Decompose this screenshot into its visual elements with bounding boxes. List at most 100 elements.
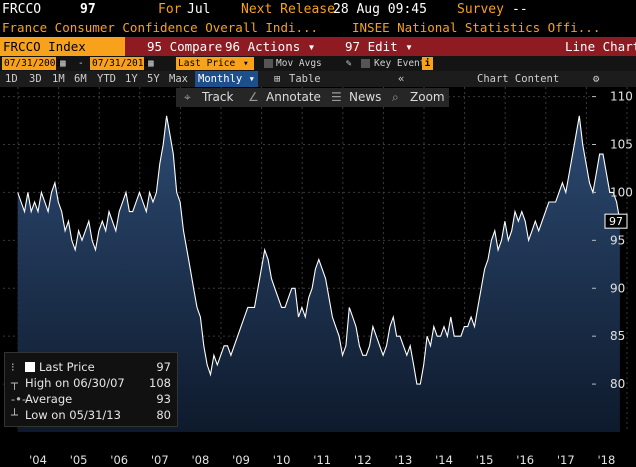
crosshair-icon[interactable]: ⌖ [184,90,191,104]
x-tick-label: '18 [598,453,616,467]
last-price-marker: 97 [604,213,628,229]
x-tick-label: '10 [273,453,291,467]
calendar-icon[interactable]: ▦ [148,58,154,69]
chart-type-button[interactable]: Line Chart [565,39,636,54]
mov-avgs-label: Mov Avgs [276,58,322,69]
edit-label: 97 Edit [345,39,398,54]
average-value: 93 [156,392,171,406]
low-value: 80 [156,408,171,422]
last-price-label: Last Price [39,360,95,374]
actions-button[interactable]: 96 Actions ▾ [225,37,315,56]
legend-expand-icon[interactable]: ⁝ [11,360,15,374]
field-select[interactable]: Last Price [176,57,254,70]
frequency-select[interactable]: Monthly ▾ [195,71,258,87]
last-price-label: 97 [609,215,623,228]
low-label: Low on 05/31/13 [25,408,121,422]
y-tick-label: 80 [610,377,625,391]
x-tick-label: '05 [70,453,88,467]
period-1m[interactable]: 1M [52,73,65,85]
annotate-icon[interactable]: ∠ [248,90,259,104]
news-button[interactable]: News [349,90,382,104]
for-month: Jul [187,2,211,17]
x-tick-label: '17 [557,453,575,467]
last-price-value: 97 [156,360,171,374]
x-axis: '04 '05 '06 '07 '08 '09 '10 '11 '12 '13 '14 '15 '16 '… [29,453,615,467]
date-separator: - [78,58,84,69]
x-tick-label: '16 [516,453,534,467]
x-tick-label: '06 [110,453,128,467]
x-tick-label: '14 [435,453,453,467]
frequency-label: Monthly [198,73,243,85]
chevron-down-icon: ▾ [248,73,255,85]
high-label: High on 06/30/07 [25,376,125,390]
x-tick-label: '12 [354,453,372,467]
security-description: France Consumer Confidence Overall Indi.… [0,19,636,37]
collapse-icon[interactable]: « [398,73,405,85]
average-label: Average [25,392,73,406]
security-field[interactable]: FRCCO Index [0,37,125,56]
x-tick-label: '09 [232,453,250,467]
x-tick-label: '11 [313,453,331,467]
price-line [17,115,621,385]
last-price-box [604,213,628,229]
end-date-input[interactable]: 07/31/2018 [90,57,150,70]
table-icon[interactable]: ⊞ [274,73,281,85]
compare-button[interactable]: 95 Compare [147,39,223,54]
survey-label: Survey [457,2,504,17]
annotate-button[interactable]: Annotate [266,90,321,104]
table-button[interactable]: Table [289,73,321,85]
legend-last-price: ⁝ Last Price 97 [11,359,175,375]
key-events-label: Key Events [374,58,432,69]
edit-dropdown-icon: ▾ [405,39,413,54]
next-release-value: 28 Aug 09:45 [333,2,427,17]
period-5y[interactable]: 5Y [147,73,160,85]
high-value: 108 [149,376,171,390]
command-bar: FRCCO Index 95 Compare 96 Actions ▾ 97 E… [0,37,636,56]
actions-dropdown-icon: ▾ [307,39,316,54]
calendar-icon[interactable]: ▦ [60,58,66,69]
white-square-icon [25,362,35,372]
chart-content-button[interactable]: Chart Content [477,73,560,85]
period-1d[interactable]: 1D [5,73,18,85]
x-tick-label: '13 [395,453,413,467]
info-icon[interactable]: i [422,57,433,70]
y-tick-label: 110 [610,90,633,104]
high-marker-icon: ┬ [11,376,18,390]
legend-high: ┬ High on 06/30/07 108 [11,375,175,391]
survey-value: -- [512,2,528,17]
period-3d[interactable]: 3D [29,73,42,85]
x-tick-label: '15 [476,453,494,467]
zoom-icon[interactable]: ⌕ [392,90,399,104]
mov-avgs-checkbox[interactable] [264,59,273,68]
period-selector: 1D 3D 1M 6M YTD 1Y 5Y Max Monthly ▾ ⊞ Ta… [0,71,636,87]
x-tick-label: '07 [151,453,169,467]
period-6m[interactable]: 6M [74,73,87,85]
key-events-checkbox[interactable] [361,59,370,68]
period-max[interactable]: Max [169,73,188,85]
y-tick-label: 100 [610,185,633,199]
pencil-icon[interactable]: ✎ [346,58,352,69]
start-date-input[interactable]: 07/31/2003 [2,57,62,70]
x-tick-label: '08 [192,453,210,467]
edit-button[interactable]: 97 Edit ▾ [345,37,413,56]
low-marker-icon: ┴ [11,408,18,422]
legend-average: -•-Average 93 [11,391,175,407]
y-tick-label: 90 [610,281,625,295]
next-release-label: Next Release [241,2,335,17]
period-1y[interactable]: 1Y [125,73,138,85]
gear-icon[interactable]: ⚙ [593,73,600,85]
description-text: France Consumer Confidence Overall Indi.… [2,20,319,35]
chart-legend: ⁝ Last Price 97 ┬ High on 06/30/07 108 -•-… [4,352,178,427]
news-icon[interactable]: ☰ [331,90,342,104]
y-axis: 80 85 90 95 100 105 110 [592,90,633,391]
legend-low: ┴ Low on 05/31/13 80 [11,407,175,423]
x-tick-label: '04 [29,453,47,467]
track-button[interactable]: Track [202,90,234,104]
actions-label: 96 Actions [225,39,301,54]
average-marker-icon: -•- [11,392,27,406]
zoom-button[interactable]: Zoom [410,90,445,104]
chart-toolbar: ⌖ Track ∠ Annotate ☰ News ⌕ Zoom [176,88,449,107]
chevron-down-icon[interactable]: ▾ [243,58,249,69]
period-ytd[interactable]: YTD [97,73,116,85]
ticker-symbol[interactable]: FRCCO [2,2,42,17]
